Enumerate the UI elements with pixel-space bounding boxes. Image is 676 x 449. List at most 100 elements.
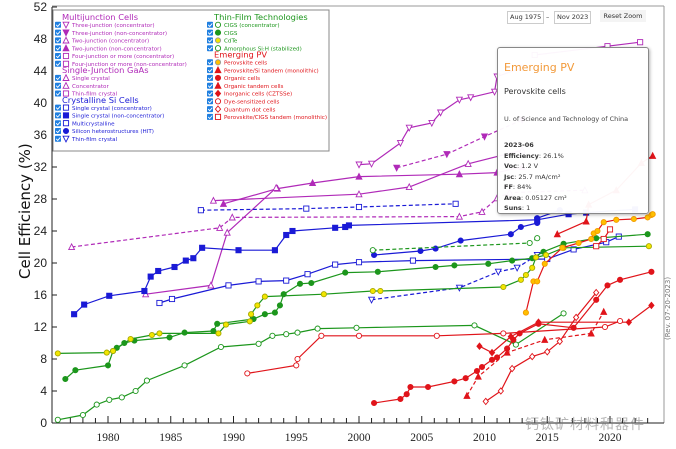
data-point[interactable]: [500, 330, 507, 337]
legend-marker-icon[interactable]: [62, 29, 70, 37]
data-point[interactable]: [223, 228, 231, 236]
data-point[interactable]: [367, 296, 376, 304]
data-point[interactable]: [526, 239, 533, 247]
legend-checkbox[interactable]: [55, 53, 61, 59]
data-point[interactable]: [488, 348, 496, 357]
data-point[interactable]: [494, 268, 502, 276]
legend-checkbox[interactable]: [55, 82, 61, 89]
data-point[interactable]: [106, 396, 113, 403]
data-point[interactable]: [522, 271, 529, 279]
data-point[interactable]: [93, 401, 100, 408]
data-point[interactable]: [318, 332, 325, 339]
legend-marker-icon[interactable]: [62, 104, 70, 111]
data-point[interactable]: [507, 231, 514, 238]
data-point[interactable]: [560, 310, 567, 317]
data-point[interactable]: [54, 350, 61, 357]
data-point[interactable]: [355, 172, 363, 180]
data-point[interactable]: [405, 182, 413, 191]
data-point[interactable]: [276, 302, 283, 309]
data-point[interactable]: [197, 207, 204, 214]
data-point[interactable]: [432, 263, 439, 271]
legend-checkbox[interactable]: [55, 135, 61, 142]
data-point[interactable]: [109, 347, 117, 355]
data-point[interactable]: [473, 367, 481, 375]
data-point[interactable]: [594, 227, 601, 235]
data-point[interactable]: [600, 219, 607, 226]
data-point[interactable]: [529, 352, 536, 361]
data-point[interactable]: [637, 39, 644, 46]
data-point[interactable]: [67, 242, 76, 251]
data-point[interactable]: [432, 245, 439, 252]
date-to-input[interactable]: Nov 2023: [554, 11, 592, 24]
legend-checkbox[interactable]: [207, 106, 213, 113]
data-point[interactable]: [283, 277, 290, 284]
data-point[interactable]: [529, 264, 536, 271]
legend-checkbox[interactable]: [55, 128, 61, 134]
legend-marker-icon[interactable]: [62, 60, 70, 67]
data-point[interactable]: [190, 255, 197, 262]
data-point[interactable]: [222, 321, 230, 328]
legend-marker-icon[interactable]: [62, 44, 70, 52]
data-point[interactable]: [393, 164, 401, 172]
data-point[interactable]: [534, 278, 541, 285]
data-point[interactable]: [214, 320, 221, 327]
data-point[interactable]: [575, 239, 582, 247]
legend-item[interactable]: Inorganic cells (CZTSSe): [207, 89, 292, 98]
data-point[interactable]: [436, 109, 445, 117]
data-point[interactable]: [261, 293, 268, 300]
data-point[interactable]: [156, 330, 163, 337]
data-point[interactable]: [625, 318, 633, 327]
data-point[interactable]: [272, 183, 280, 191]
data-point[interactable]: [534, 215, 541, 222]
legend-item[interactable]: Perovskite/Si tandem (monolithic): [207, 66, 319, 74]
legend-checkbox[interactable]: [207, 90, 213, 97]
data-point[interactable]: [616, 317, 624, 325]
data-point[interactable]: [471, 322, 478, 329]
legend-checkbox[interactable]: [55, 112, 61, 119]
data-point[interactable]: [269, 332, 276, 339]
data-point[interactable]: [582, 217, 590, 225]
data-point[interactable]: [148, 331, 155, 339]
legend-marker-icon[interactable]: [62, 127, 70, 135]
data-point[interactable]: [433, 332, 440, 339]
legend-marker-icon[interactable]: [62, 112, 70, 119]
data-point[interactable]: [600, 235, 607, 243]
data-point[interactable]: [648, 268, 655, 275]
data-point[interactable]: [261, 311, 268, 318]
data-point[interactable]: [155, 267, 162, 275]
data-point[interactable]: [522, 309, 529, 316]
data-point[interactable]: [648, 301, 655, 310]
legend-checkbox[interactable]: [207, 59, 213, 66]
data-point[interactable]: [396, 139, 405, 148]
data-point[interactable]: [207, 281, 215, 289]
data-point[interactable]: [79, 411, 86, 419]
data-point[interactable]: [106, 292, 113, 299]
data-point[interactable]: [342, 269, 349, 276]
data-point[interactable]: [455, 96, 464, 104]
data-point[interactable]: [345, 222, 353, 229]
data-point[interactable]: [216, 223, 224, 231]
legend-marker-icon[interactable]: [214, 105, 222, 113]
legend-marker-icon[interactable]: [214, 89, 222, 98]
data-point[interactable]: [209, 196, 218, 204]
data-point[interactable]: [600, 307, 608, 315]
data-point[interactable]: [541, 335, 549, 343]
data-point[interactable]: [509, 257, 516, 264]
legend-item[interactable]: Multicrystalline: [55, 120, 115, 127]
data-point[interactable]: [455, 212, 464, 220]
legend-checkbox[interactable]: [55, 104, 61, 111]
data-point[interactable]: [143, 377, 150, 384]
data-point[interactable]: [355, 161, 363, 169]
data-point[interactable]: [428, 119, 436, 128]
legend-checkbox[interactable]: [207, 29, 213, 36]
data-point[interactable]: [304, 271, 311, 278]
legend-checkbox[interactable]: [55, 90, 61, 97]
legend-checkbox[interactable]: [207, 74, 213, 81]
legend-marker-icon[interactable]: [214, 66, 222, 74]
legend-checkbox[interactable]: [207, 82, 213, 89]
legend-item[interactable]: Two-junction (non-concentrator): [55, 44, 162, 52]
data-point[interactable]: [219, 199, 228, 207]
data-point[interactable]: [369, 287, 376, 295]
legend-marker-icon[interactable]: [214, 81, 222, 89]
data-point[interactable]: [371, 399, 378, 407]
